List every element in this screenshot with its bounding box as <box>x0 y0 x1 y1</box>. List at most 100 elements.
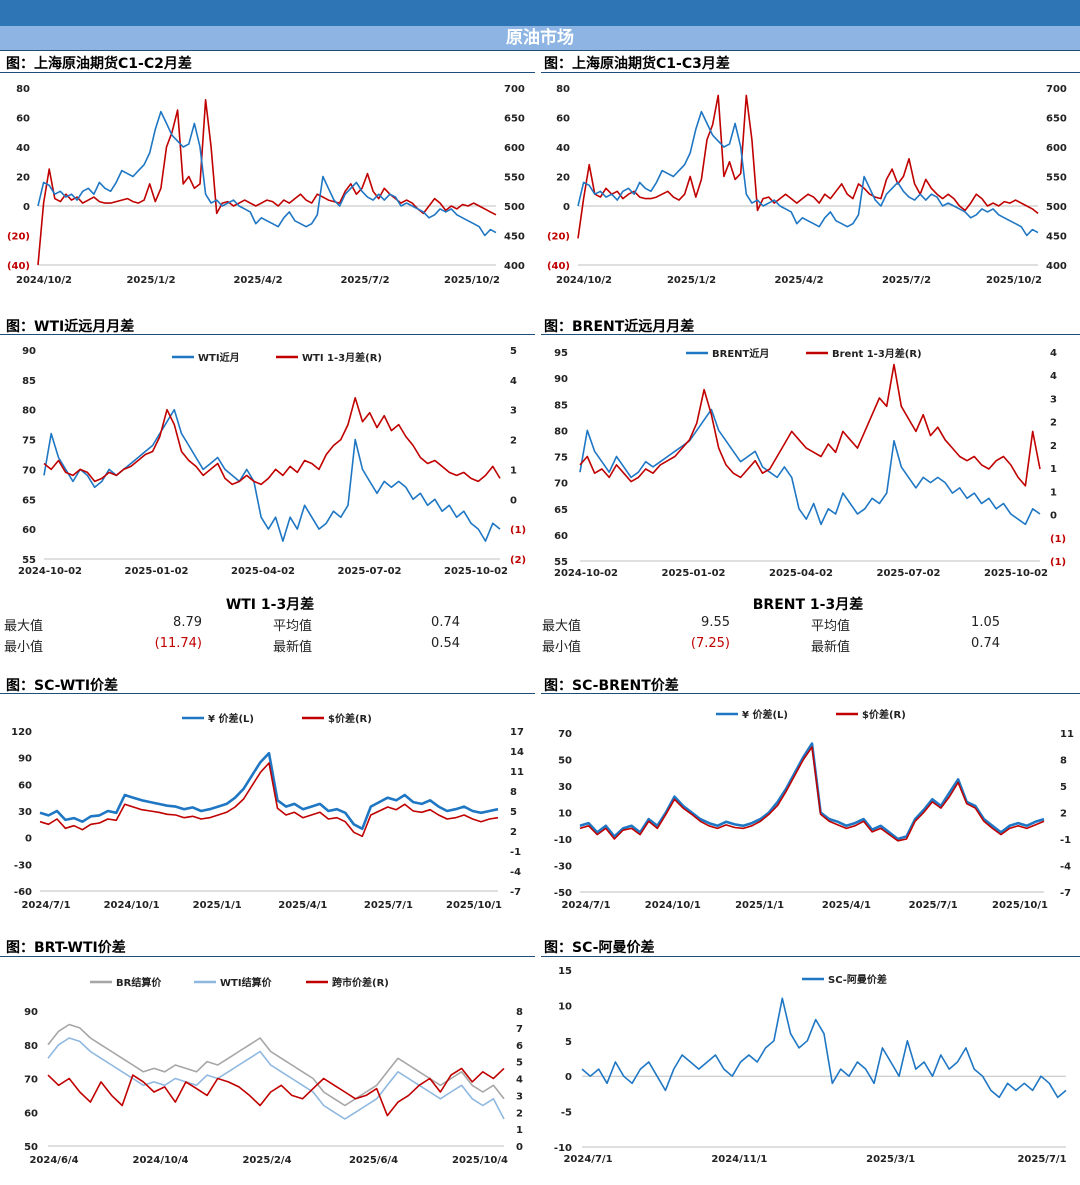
stat-value: 0.74 <box>431 615 460 630</box>
y-tick-right: 3 <box>516 1091 523 1102</box>
x-tick: 2025/10/2 <box>444 275 500 286</box>
y-tick-left: 70 <box>24 1075 38 1086</box>
y-tick-left: 75 <box>554 453 568 464</box>
x-tick: 2025-07-02 <box>877 568 941 579</box>
y-tick-right: 1 <box>510 465 517 476</box>
y-tick-right: -7 <box>1060 888 1071 899</box>
y-tick-right: 5 <box>510 346 517 357</box>
y-tick-left: 0 <box>23 202 30 213</box>
series-line <box>39 762 499 838</box>
y-tick-right: 650 <box>1046 114 1067 125</box>
series-line <box>37 99 497 266</box>
series-line <box>47 1023 505 1107</box>
x-tick: 2024/10/2 <box>556 275 612 286</box>
y-tick-right: 2 <box>1050 418 1057 429</box>
y-tick-right: 2 <box>1060 809 1067 820</box>
y-tick-right: 2 <box>1050 441 1057 452</box>
x-tick: 2024-10-02 <box>18 566 82 577</box>
y-tick-left: -50 <box>554 888 572 899</box>
y-tick-right: 1 <box>516 1125 523 1136</box>
y-tick-left: 90 <box>24 1007 38 1018</box>
series-line <box>577 110 1039 237</box>
y-tick-right: 4 <box>1050 371 1057 382</box>
y-tick-right: 1 <box>1050 487 1057 498</box>
x-tick: 2025/3/1 <box>866 1154 915 1165</box>
y-tick-right: -4 <box>510 867 521 878</box>
y-tick-left: 70 <box>554 479 568 490</box>
stat-label: 最大值 <box>4 619 44 634</box>
y-tick-right: 400 <box>1046 261 1067 272</box>
y-tick-left: 120 <box>11 727 32 738</box>
x-tick: 2025/2/4 <box>242 1155 291 1166</box>
y-tick-left: -5 <box>561 1108 572 1119</box>
y-tick-left: (20) <box>547 232 570 243</box>
y-tick-left: 0 <box>563 202 570 213</box>
x-tick: 2024/7/1 <box>561 900 610 911</box>
y-tick-right: (1) <box>510 525 526 536</box>
x-tick: 2025/7/2 <box>882 275 931 286</box>
x-tick: 2025/10/4 <box>452 1155 508 1166</box>
legend-label: ¥ 价差(L) <box>742 708 788 721</box>
y-tick-left: (40) <box>547 261 570 272</box>
legend-label: ¥ 价差(L) <box>208 712 254 725</box>
x-tick: 2025/7/1 <box>909 900 958 911</box>
y-tick-left: 90 <box>22 346 36 357</box>
y-tick-left: 80 <box>556 84 570 95</box>
series-line <box>39 751 499 831</box>
series-line <box>37 110 497 237</box>
y-tick-left: 80 <box>24 1041 38 1052</box>
y-tick-left: 80 <box>22 406 36 417</box>
chart-title-c2: 图：上海原油期货C1-C3月差 <box>544 56 730 72</box>
y-tick-left: 15 <box>558 966 572 977</box>
x-tick: 2025/1/1 <box>735 900 784 911</box>
y-tick-right: 500 <box>1046 202 1067 213</box>
x-tick: 2025-01-02 <box>662 568 726 579</box>
y-tick-left: 80 <box>554 426 568 437</box>
legend-label: 跨市价差(R) <box>332 976 389 989</box>
x-tick: 2025-10-02 <box>444 566 508 577</box>
x-tick: 2024-10-02 <box>554 568 618 579</box>
legend-label: BR结算价 <box>116 976 162 989</box>
x-tick: 2025/1/2 <box>667 275 716 286</box>
x-tick: 2024/6/4 <box>29 1155 78 1166</box>
y-tick-left: 75 <box>22 436 36 447</box>
y-tick-left: 30 <box>558 782 572 793</box>
x-tick: 2025/7/2 <box>340 275 389 286</box>
y-tick-left: 20 <box>556 173 570 184</box>
y-tick-left: 60 <box>16 114 30 125</box>
y-tick-right: 8 <box>516 1007 523 1018</box>
y-tick-right: 8 <box>510 787 517 798</box>
x-tick: 2025/4/1 <box>278 900 327 911</box>
y-tick-left: 10 <box>558 1001 572 1012</box>
series-line <box>579 363 1041 487</box>
y-tick-right: 2 <box>510 436 517 447</box>
x-tick: 2025-04-02 <box>769 568 833 579</box>
x-tick: 2024/10/1 <box>104 900 160 911</box>
stat-label: 最新值 <box>811 640 851 655</box>
chart-title-c8: 图：SC-阿曼价差 <box>544 940 655 956</box>
y-tick-left: 85 <box>554 400 568 411</box>
y-tick-left: 90 <box>554 374 568 385</box>
y-tick-right: 0 <box>516 1142 523 1153</box>
y-tick-left: 90 <box>18 754 32 765</box>
y-tick-right: -1 <box>510 847 521 858</box>
stat-label: 最新值 <box>273 640 313 655</box>
y-tick-left: 40 <box>16 143 30 154</box>
stat-value: 9.55 <box>701 615 730 630</box>
legend-label: BRENT近月 <box>712 347 769 360</box>
y-tick-left: 10 <box>558 809 572 820</box>
x-tick: 2025/7/1 <box>364 900 413 911</box>
y-tick-left: (40) <box>7 261 30 272</box>
y-tick-right: -7 <box>510 887 521 898</box>
stat-label: 最大值 <box>542 619 582 634</box>
x-tick: 2025/10/1 <box>992 900 1048 911</box>
y-tick-left: 70 <box>22 465 36 476</box>
series-line <box>581 997 1067 1099</box>
y-tick-left: 85 <box>22 376 36 387</box>
x-tick: 2025-07-02 <box>338 566 402 577</box>
y-tick-right: -1 <box>1060 835 1071 846</box>
y-tick-left: 0 <box>565 1072 572 1083</box>
y-tick-left: 60 <box>22 525 36 536</box>
y-tick-right: 3 <box>510 406 517 417</box>
